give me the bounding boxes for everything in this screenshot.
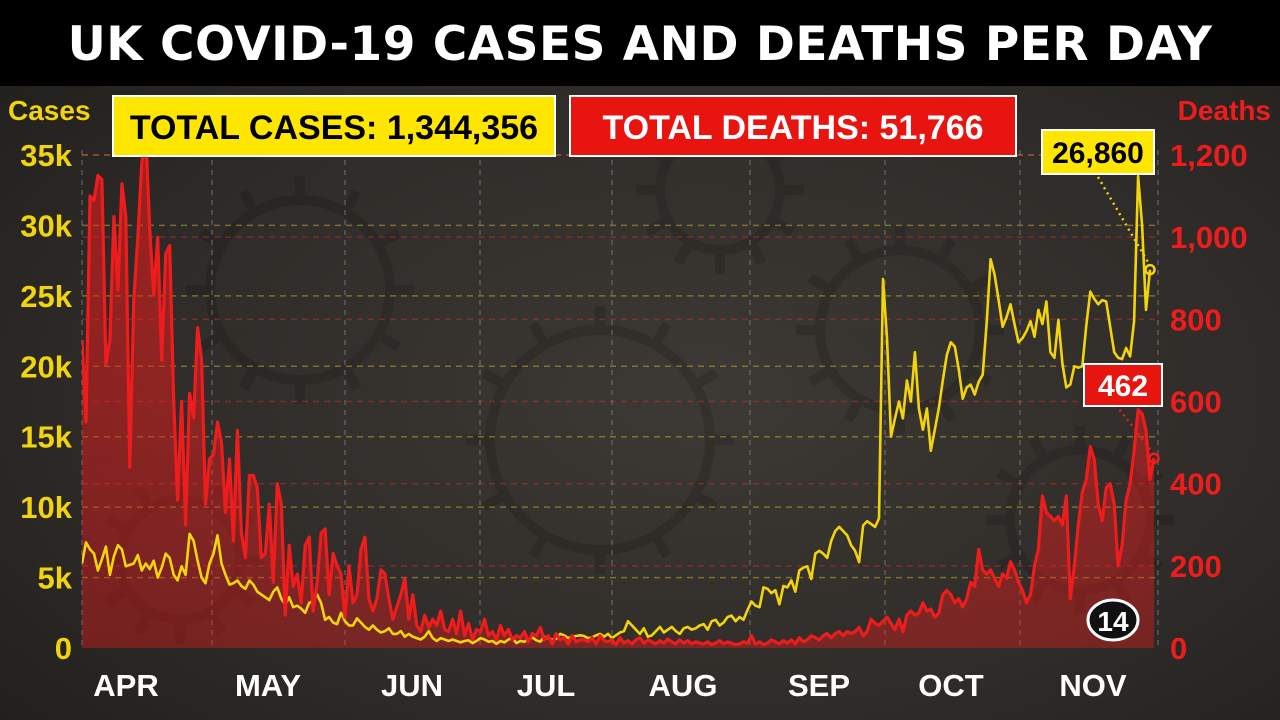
virus-texture-spike bbox=[528, 321, 550, 348]
deaths-tick-label: 400 bbox=[1170, 467, 1222, 502]
cases-tick-label: 0 bbox=[55, 631, 72, 666]
virus-texture-spike bbox=[966, 365, 993, 387]
total-deaths-text: TOTAL DEATHS: 51,766 bbox=[602, 109, 983, 147]
title-bar: UK COVID-19 CASES AND DEATHS PER DAY bbox=[0, 0, 1280, 86]
cases-tick-label: 35k bbox=[20, 138, 72, 173]
virus-texture-shape bbox=[205, 195, 395, 385]
virus-texture-spike bbox=[769, 215, 796, 237]
callouts: 26,860 462 14 bbox=[1041, 129, 1163, 642]
deaths-tick-label: 1,000 bbox=[1170, 220, 1248, 255]
deaths-axis-label: Deaths bbox=[1178, 95, 1271, 126]
virus-texture-shape bbox=[485, 325, 715, 555]
virus-texture-spike bbox=[1110, 436, 1132, 462]
deaths-tick-label: 1,200 bbox=[1170, 138, 1248, 173]
virus-texture-spike bbox=[650, 321, 672, 348]
virus-texture-spike bbox=[843, 396, 865, 423]
virus-texture-spike bbox=[481, 490, 508, 512]
deaths-callout-leader bbox=[1115, 404, 1156, 455]
virus-texture-spike bbox=[843, 237, 865, 264]
virus-texture-spike bbox=[692, 368, 719, 390]
cases-axis-ticks: 0 5k 10k 15k 20k 25k 30k 35k bbox=[20, 138, 72, 666]
cases-callout-text: 26,860 bbox=[1052, 137, 1144, 170]
virus-texture-spike bbox=[644, 215, 671, 237]
cases-series-line bbox=[82, 174, 1152, 646]
month-label: AUG bbox=[649, 668, 718, 703]
virus-texture-spike bbox=[528, 532, 550, 559]
virus-texture-spike bbox=[238, 188, 260, 215]
month-label: NOV bbox=[1059, 668, 1127, 703]
virus-texture-spike bbox=[935, 237, 957, 264]
virus-texture-spike bbox=[935, 396, 957, 423]
cases-callout-leader bbox=[1096, 176, 1152, 267]
cases-tick-label: 30k bbox=[20, 208, 72, 243]
virus-texture-spike bbox=[198, 228, 225, 250]
virus-texture-spike bbox=[238, 365, 260, 392]
virus-texture-spike bbox=[996, 468, 1022, 490]
virus-texture-shape bbox=[815, 245, 985, 415]
month-labels: APR MAY JUN JUL AUG SEP OCT NOV bbox=[93, 668, 1127, 703]
virus-texture-spike bbox=[807, 273, 834, 295]
virus-texture-spike bbox=[340, 188, 362, 215]
cases-end-marker bbox=[1144, 263, 1156, 276]
deaths-tick-label: 600 bbox=[1170, 385, 1222, 420]
virus-texture-spike bbox=[340, 365, 362, 392]
total-cases-text: TOTAL CASES: 1,344,356 bbox=[130, 109, 538, 147]
virus-texture-spike bbox=[692, 490, 719, 512]
month-label: MAY bbox=[235, 668, 301, 703]
deaths-tick-label: 0 bbox=[1170, 631, 1187, 666]
deaths-end-marker bbox=[1148, 452, 1160, 464]
virus-texture-spike bbox=[650, 532, 672, 559]
total-deaths-box bbox=[569, 95, 1017, 157]
deaths-tick-label: 800 bbox=[1170, 302, 1222, 337]
virus-texture-spike bbox=[745, 239, 767, 266]
month-label: OCT bbox=[918, 668, 984, 703]
deaths-series-line bbox=[82, 150, 1156, 647]
cases-tick-label: 5k bbox=[38, 561, 73, 596]
deaths-tick-label: 200 bbox=[1170, 549, 1222, 584]
deaths-callout-box bbox=[1083, 363, 1163, 407]
virus-texture-spike bbox=[481, 368, 508, 390]
month-label: JUL bbox=[517, 668, 576, 703]
cases-tick-label: 15k bbox=[20, 420, 72, 455]
virus-texture-spike bbox=[807, 365, 834, 387]
virus-texture-spike bbox=[375, 228, 402, 250]
deaths-area bbox=[82, 150, 1154, 648]
virus-texture-spike bbox=[375, 330, 402, 352]
virus-texture-spike bbox=[966, 273, 993, 295]
total-cases-box bbox=[112, 95, 556, 157]
day-annotation-badge bbox=[1086, 598, 1140, 642]
cases-tick-label: 20k bbox=[20, 349, 72, 384]
deaths-callout-text: 462 bbox=[1098, 370, 1148, 403]
virus-texture-spike bbox=[673, 239, 695, 266]
cases-callout-box bbox=[1041, 129, 1155, 175]
month-label: SEP bbox=[788, 668, 850, 703]
chart-title: UK COVID-19 CASES AND DEATHS PER DAY bbox=[67, 17, 1213, 72]
month-label: JUN bbox=[381, 668, 443, 703]
cases-axis-label: Cases bbox=[8, 95, 91, 126]
virus-texture-spike bbox=[1028, 436, 1050, 462]
deaths-axis-ticks: 0 200 400 600 800 1,000 1,200 bbox=[1170, 138, 1248, 666]
day-annotation-text: 14 bbox=[1097, 606, 1129, 637]
cases-tick-label: 25k bbox=[20, 279, 72, 314]
month-label: APR bbox=[93, 668, 158, 703]
cases-tick-label: 10k bbox=[20, 490, 72, 525]
virus-texture-spike bbox=[996, 550, 1022, 572]
